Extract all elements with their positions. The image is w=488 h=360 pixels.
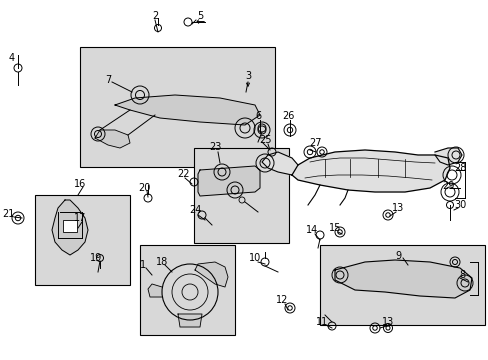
Text: 2: 2 <box>152 11 158 21</box>
Polygon shape <box>148 284 162 297</box>
Text: 3: 3 <box>244 71 250 81</box>
Text: 25: 25 <box>258 135 271 145</box>
Text: 19: 19 <box>90 253 102 263</box>
Polygon shape <box>291 150 449 192</box>
Text: 8: 8 <box>458 270 464 280</box>
Text: 21: 21 <box>2 209 14 219</box>
Polygon shape <box>334 260 471 298</box>
Text: 4: 4 <box>9 53 15 63</box>
Text: 14: 14 <box>305 225 318 235</box>
Text: 12: 12 <box>275 295 287 305</box>
Polygon shape <box>95 130 130 148</box>
Polygon shape <box>195 262 227 287</box>
Text: 13: 13 <box>381 317 393 327</box>
Text: 7: 7 <box>104 75 111 85</box>
Polygon shape <box>198 166 260 196</box>
Text: 22: 22 <box>176 169 189 179</box>
Text: 10: 10 <box>248 253 261 263</box>
Bar <box>63 220 77 232</box>
Text: 27: 27 <box>309 138 322 148</box>
Text: 30: 30 <box>453 200 465 210</box>
Polygon shape <box>178 314 202 327</box>
Text: 6: 6 <box>254 111 261 121</box>
Text: ←: ← <box>195 17 204 27</box>
Text: 26: 26 <box>281 111 294 121</box>
Bar <box>80 47 274 167</box>
Bar <box>194 148 288 243</box>
Text: 1: 1 <box>140 260 146 270</box>
Text: 13: 13 <box>391 203 403 213</box>
Text: 9: 9 <box>394 251 400 261</box>
Bar <box>319 245 484 325</box>
Text: 11: 11 <box>315 317 327 327</box>
Text: 15: 15 <box>328 223 341 233</box>
Text: 16: 16 <box>74 179 86 189</box>
Text: 23: 23 <box>208 142 221 152</box>
Text: 17: 17 <box>74 213 86 223</box>
Bar <box>140 245 235 335</box>
Text: 24: 24 <box>188 205 201 215</box>
Polygon shape <box>52 200 88 255</box>
Text: 18: 18 <box>156 257 168 267</box>
Text: 20: 20 <box>138 183 150 193</box>
Text: 29: 29 <box>441 181 453 191</box>
Polygon shape <box>434 148 461 165</box>
Polygon shape <box>262 152 297 175</box>
Text: 28: 28 <box>453 163 465 173</box>
Polygon shape <box>115 95 260 125</box>
Text: 5: 5 <box>197 11 203 21</box>
Bar <box>35 195 130 285</box>
